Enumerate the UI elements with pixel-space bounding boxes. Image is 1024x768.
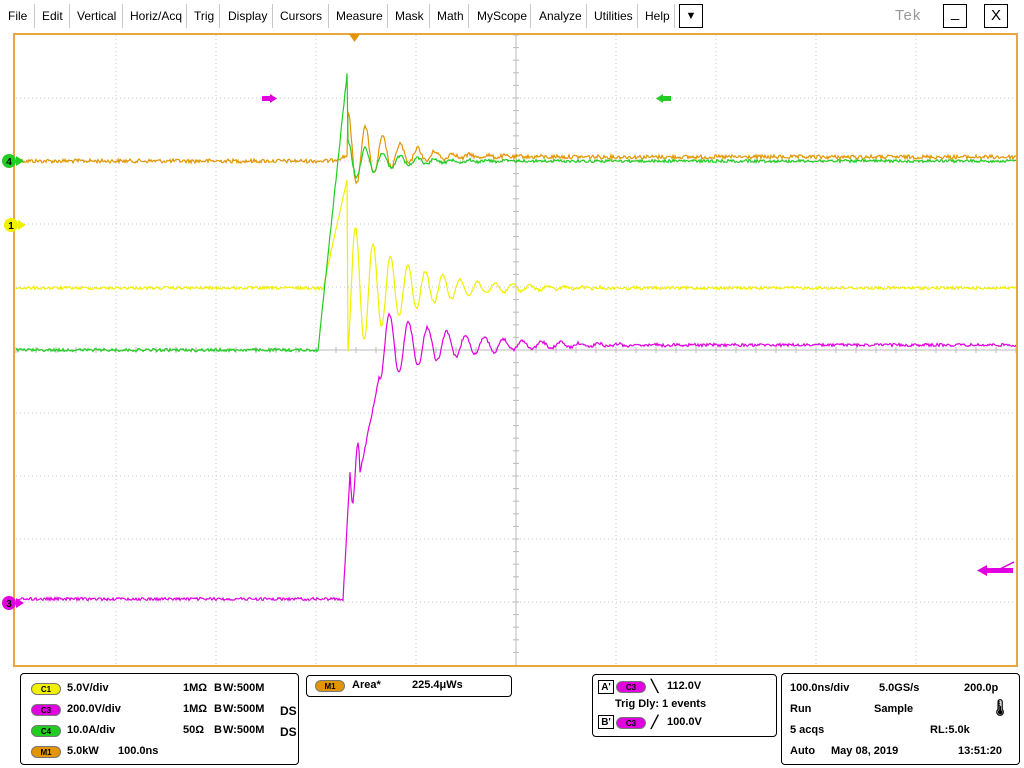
trigger-position-marker[interactable]	[349, 34, 360, 42]
menu-separator	[328, 4, 329, 28]
timebase: 100.0ns/div	[790, 682, 850, 694]
menu-edit[interactable]: Edit	[42, 9, 63, 23]
brand-logo: Tek	[895, 7, 922, 24]
trigger-delay: Trig Dly: 1 events	[615, 698, 707, 710]
ch3-marker-label: 3	[6, 599, 12, 610]
menu-separator	[272, 4, 273, 28]
math-m1-trace	[15, 110, 1017, 185]
measurement-panel[interactable]: M1 Area* 225.4μWs	[306, 675, 512, 697]
ch1-scale: 5.0V/div	[67, 682, 109, 694]
record-length: RL:5.0k	[930, 724, 970, 736]
measurement-value: 225.4μWs	[412, 679, 463, 691]
trigger-a-level: 112.0V	[667, 680, 702, 692]
ch1-impedance: 1MΩ	[183, 682, 208, 694]
menu-display[interactable]: Display	[228, 9, 268, 23]
ch3-bandwidth-prefix: B	[214, 703, 222, 715]
menu-analyze[interactable]: Analyze	[539, 9, 582, 23]
falling-edge-icon: ╲	[651, 679, 659, 693]
menu-separator	[637, 4, 638, 28]
trigger-a-label: A'	[598, 680, 614, 694]
ch3-ground-marker[interactable]: 3	[2, 596, 24, 610]
menu-myscope[interactable]: MyScope	[477, 9, 528, 23]
ch4-marker-label: 4	[6, 157, 12, 168]
menu-vertical[interactable]: Vertical	[77, 9, 117, 23]
resolution: 200.0p	[964, 682, 999, 694]
menu-horiz-acq[interactable]: Horiz/Acq	[130, 9, 183, 23]
ch1-ground-marker[interactable]: 1	[4, 218, 26, 232]
ch3-bandwidth: W:500M	[223, 703, 265, 715]
run-state: Run	[790, 703, 812, 715]
math-m1-timebase: 100.0ns	[118, 745, 159, 757]
ch4-ground-marker[interactable]: 4	[2, 154, 24, 168]
menu-dropdown-button[interactable]: ▼	[679, 4, 703, 28]
ch3-deskew-indicator: DS	[280, 704, 297, 718]
menu-mask[interactable]: Mask	[395, 9, 424, 23]
waveform-display[interactable]: 4 1 3	[0, 33, 1024, 668]
measurement-label: Area*	[352, 679, 381, 691]
menu-separator	[530, 4, 531, 28]
waveform-traces	[15, 73, 1017, 602]
ch1-trace	[15, 179, 1017, 352]
ch1-bandwidth: W:500M	[223, 682, 265, 694]
menu-separator	[468, 4, 469, 28]
channel-settings-panel[interactable]: C1 5.0V/div 1MΩ B W:500M C3 200.0V/div 1…	[20, 673, 299, 765]
acquisition-mode: Sample	[874, 703, 914, 715]
trigger-arrow-right-icon	[262, 94, 277, 103]
ch1-marker-label: 1	[8, 221, 14, 232]
menu-utilities[interactable]: Utilities	[594, 9, 633, 23]
menu-help[interactable]: Help	[645, 9, 670, 23]
trigger-b-label: B'	[598, 715, 614, 729]
minimize-button[interactable]: _	[943, 4, 967, 28]
ch4-bandwidth: W:500M	[223, 724, 265, 736]
acquisition-time: 13:51:20	[958, 745, 1003, 757]
display-frame	[13, 33, 1018, 667]
menu-math[interactable]: Math	[437, 9, 464, 23]
ch3-impedance: 1MΩ	[183, 703, 208, 715]
ch4-trace	[15, 73, 1017, 354]
ch4-impedance: 50Ω	[183, 724, 205, 736]
ch1-bandwidth-prefix: B	[214, 682, 222, 694]
menu-trig[interactable]: Trig	[194, 9, 215, 23]
graticule	[15, 34, 1017, 665]
ch4-badge[interactable]: C4	[31, 725, 61, 737]
acquisition-panel[interactable]: 100.0ns/div 5.0GS/s 200.0p Run Sample 🌡 …	[781, 673, 1020, 765]
menu-bar: File Edit Vertical Horiz/Acq Trig Displa…	[0, 0, 1024, 32]
acquisition-date: May 08, 2019	[831, 745, 899, 757]
trigger-a-source-badge: C3	[616, 681, 646, 693]
menu-separator	[34, 4, 35, 28]
menu-separator	[586, 4, 587, 28]
offscreen-arrow-icon	[977, 561, 1015, 576]
math-m1-scale: 5.0kW	[67, 745, 99, 757]
menu-separator	[219, 4, 220, 28]
menu-separator	[387, 4, 388, 28]
trigger-b-source-badge: C3	[616, 717, 646, 729]
menu-separator	[674, 4, 675, 28]
ch4-deskew-indicator: DS	[280, 725, 297, 739]
trigger-b-level: 100.0V	[667, 716, 702, 728]
trigger-panel[interactable]: A' C3 ╲ 112.0V Trig Dly: 1 events B' C3 …	[592, 674, 777, 737]
menu-measure[interactable]: Measure	[336, 9, 383, 23]
menu-separator	[122, 4, 123, 28]
trigger-mode: Auto	[790, 745, 816, 757]
ch3-trace	[15, 312, 1017, 602]
rising-edge-icon: ╱	[651, 715, 659, 729]
close-button[interactable]: X	[984, 4, 1008, 28]
acquisition-count: 5 acqs	[790, 724, 825, 736]
sample-rate: 5.0GS/s	[879, 682, 920, 694]
measurement-source-badge: M1	[315, 680, 345, 692]
ch4-bandwidth-prefix: B	[214, 724, 222, 736]
ch3-badge[interactable]: C3	[31, 704, 61, 716]
ch4-scale: 10.0A/div	[67, 724, 116, 736]
menu-separator	[429, 4, 430, 28]
ch3-scale: 200.0V/div	[67, 703, 121, 715]
menu-file[interactable]: File	[8, 9, 28, 23]
ch1-badge[interactable]: C1	[31, 683, 61, 695]
status-bar: C1 5.0V/div 1MΩ B W:500M C3 200.0V/div 1…	[0, 669, 1024, 768]
thermometer-icon: 🌡	[990, 700, 1011, 717]
menu-separator	[186, 4, 187, 28]
math-m1-badge[interactable]: M1	[31, 746, 61, 758]
trigger-arrow-left-icon	[656, 94, 671, 103]
menu-separator	[69, 4, 70, 28]
menu-cursors[interactable]: Cursors	[280, 9, 323, 23]
